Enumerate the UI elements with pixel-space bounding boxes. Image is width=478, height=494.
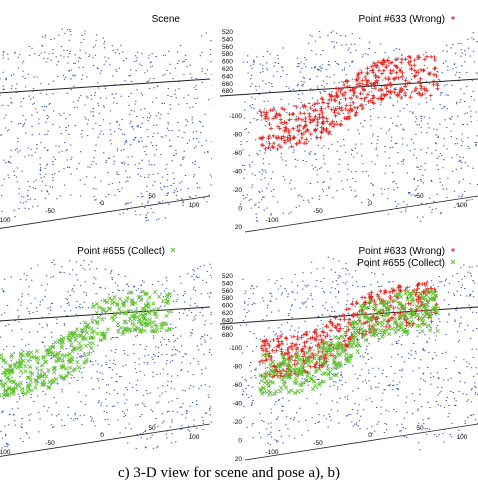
z-tick-label: 540 — [222, 280, 233, 287]
panel: Point #633 (Wrong)5205405605806006206406… — [220, 14, 478, 233]
y-tick-label: 0 — [238, 438, 242, 445]
panel-content: Point #655 (Collect) -100 -50 0 50 100 — [0, 246, 212, 457]
legend-label: Point #655 (Collect) — [357, 258, 445, 269]
frame-line — [244, 195, 478, 233]
x-tick-label: 50 — [416, 425, 424, 432]
x-tick-label: -100 — [265, 217, 278, 224]
z-tick-label: 640 — [222, 317, 233, 324]
y-tick-label: 20 — [235, 456, 243, 463]
x-tick-label: 100 — [457, 434, 468, 441]
legend-marker — [451, 16, 455, 20]
caption: c) 3-D view for scene and pose a), b) — [118, 465, 340, 481]
z-tick-label: 600 — [222, 59, 233, 66]
x-tick-label: 0 — [100, 432, 104, 439]
z-tick-label: 580 — [222, 295, 233, 302]
x-tick-label: 0 — [100, 200, 104, 207]
x-tick-label: -100 — [265, 449, 278, 456]
y-tick-label: -60 — [233, 150, 243, 157]
z-tick-label: 680 — [222, 88, 233, 95]
y-tick-label: -80 — [233, 364, 243, 371]
legend-label: Point #633 (Wrong) — [358, 246, 445, 257]
x-tick-label: 50 — [148, 193, 156, 200]
z-tick-label: 620 — [222, 310, 233, 317]
x-tick-label: -50 — [313, 440, 323, 447]
x-tick-label: 0 — [368, 200, 372, 207]
pose-points — [258, 288, 440, 397]
x-tick-label: -50 — [313, 208, 323, 215]
scene-points — [0, 28, 212, 222]
panel: Point #633 (Wrong)Point #655 (Collect) 52… — [220, 246, 478, 463]
y-tick-label: -60 — [233, 382, 243, 389]
z-tick-label: 520 — [222, 273, 233, 280]
y-tick-label: 20 — [235, 224, 243, 231]
pose-points — [0, 289, 172, 398]
y-tick-label: 0 — [238, 206, 242, 213]
z-tick-label: 540 — [222, 36, 233, 43]
y-tick-label: -100 — [229, 345, 242, 352]
legend-marker — [170, 247, 176, 253]
y-tick-label: -100 — [229, 113, 242, 120]
scene-points — [240, 256, 478, 451]
y-tick-label: -20 — [233, 187, 243, 194]
legend-marker — [450, 259, 456, 265]
x-tick-label: 100 — [189, 434, 200, 441]
z-tick-label: 560 — [222, 44, 233, 51]
z-tick-label: 520 — [222, 29, 233, 36]
panel-content: Point #633 (Wrong)5205405605806006206406… — [220, 14, 478, 233]
panel-content: Point #633 (Wrong)Point #655 (Collect) 52… — [220, 246, 478, 463]
z-tick-label: 660 — [222, 81, 233, 88]
scene-points — [0, 259, 212, 449]
panel: Scene -100 -50 0 50 100 — [0, 14, 212, 229]
z-tick-label: 580 — [222, 51, 233, 58]
legend-label: Scene — [152, 14, 181, 25]
frame-line — [0, 306, 211, 322]
x-tick-label: 50 — [148, 425, 156, 432]
panel: Point #655 (Collect) -100 -50 0 50 100 — [0, 246, 212, 457]
x-tick-label: 100 — [457, 202, 468, 209]
z-tick-label: 680 — [222, 332, 233, 339]
legend-label: Point #655 (Collect) — [77, 246, 165, 257]
frame-line — [0, 195, 211, 229]
x-tick-label: 50 — [416, 193, 424, 200]
frame-line — [220, 78, 478, 97]
y-tick-label: -80 — [233, 132, 243, 139]
z-tick-label: 620 — [222, 66, 233, 73]
panel-content: Scene -100 -50 0 50 100 — [0, 14, 212, 229]
x-tick-label: -50 — [45, 440, 55, 447]
frame-line — [0, 423, 211, 457]
x-tick-label: -100 — [0, 217, 11, 224]
pose-points — [258, 53, 440, 152]
scene-points — [240, 30, 478, 222]
y-tick-label: -20 — [233, 419, 243, 426]
y-tick-label: -40 — [233, 401, 243, 408]
z-tick-label: 600 — [222, 303, 233, 310]
frame-line — [0, 78, 211, 94]
x-tick-label: -50 — [45, 208, 55, 215]
x-tick-label: 100 — [189, 202, 200, 209]
legend-marker — [451, 248, 455, 252]
y-tick-label: -40 — [233, 169, 243, 176]
z-tick-label: 560 — [222, 288, 233, 295]
x-tick-label: -100 — [0, 449, 11, 456]
legend-label: Point #633 (Wrong) — [358, 14, 445, 25]
z-tick-label: 640 — [222, 73, 233, 80]
x-tick-label: 0 — [368, 432, 372, 439]
z-tick-label: 660 — [222, 325, 233, 332]
frame-line — [244, 423, 478, 461]
